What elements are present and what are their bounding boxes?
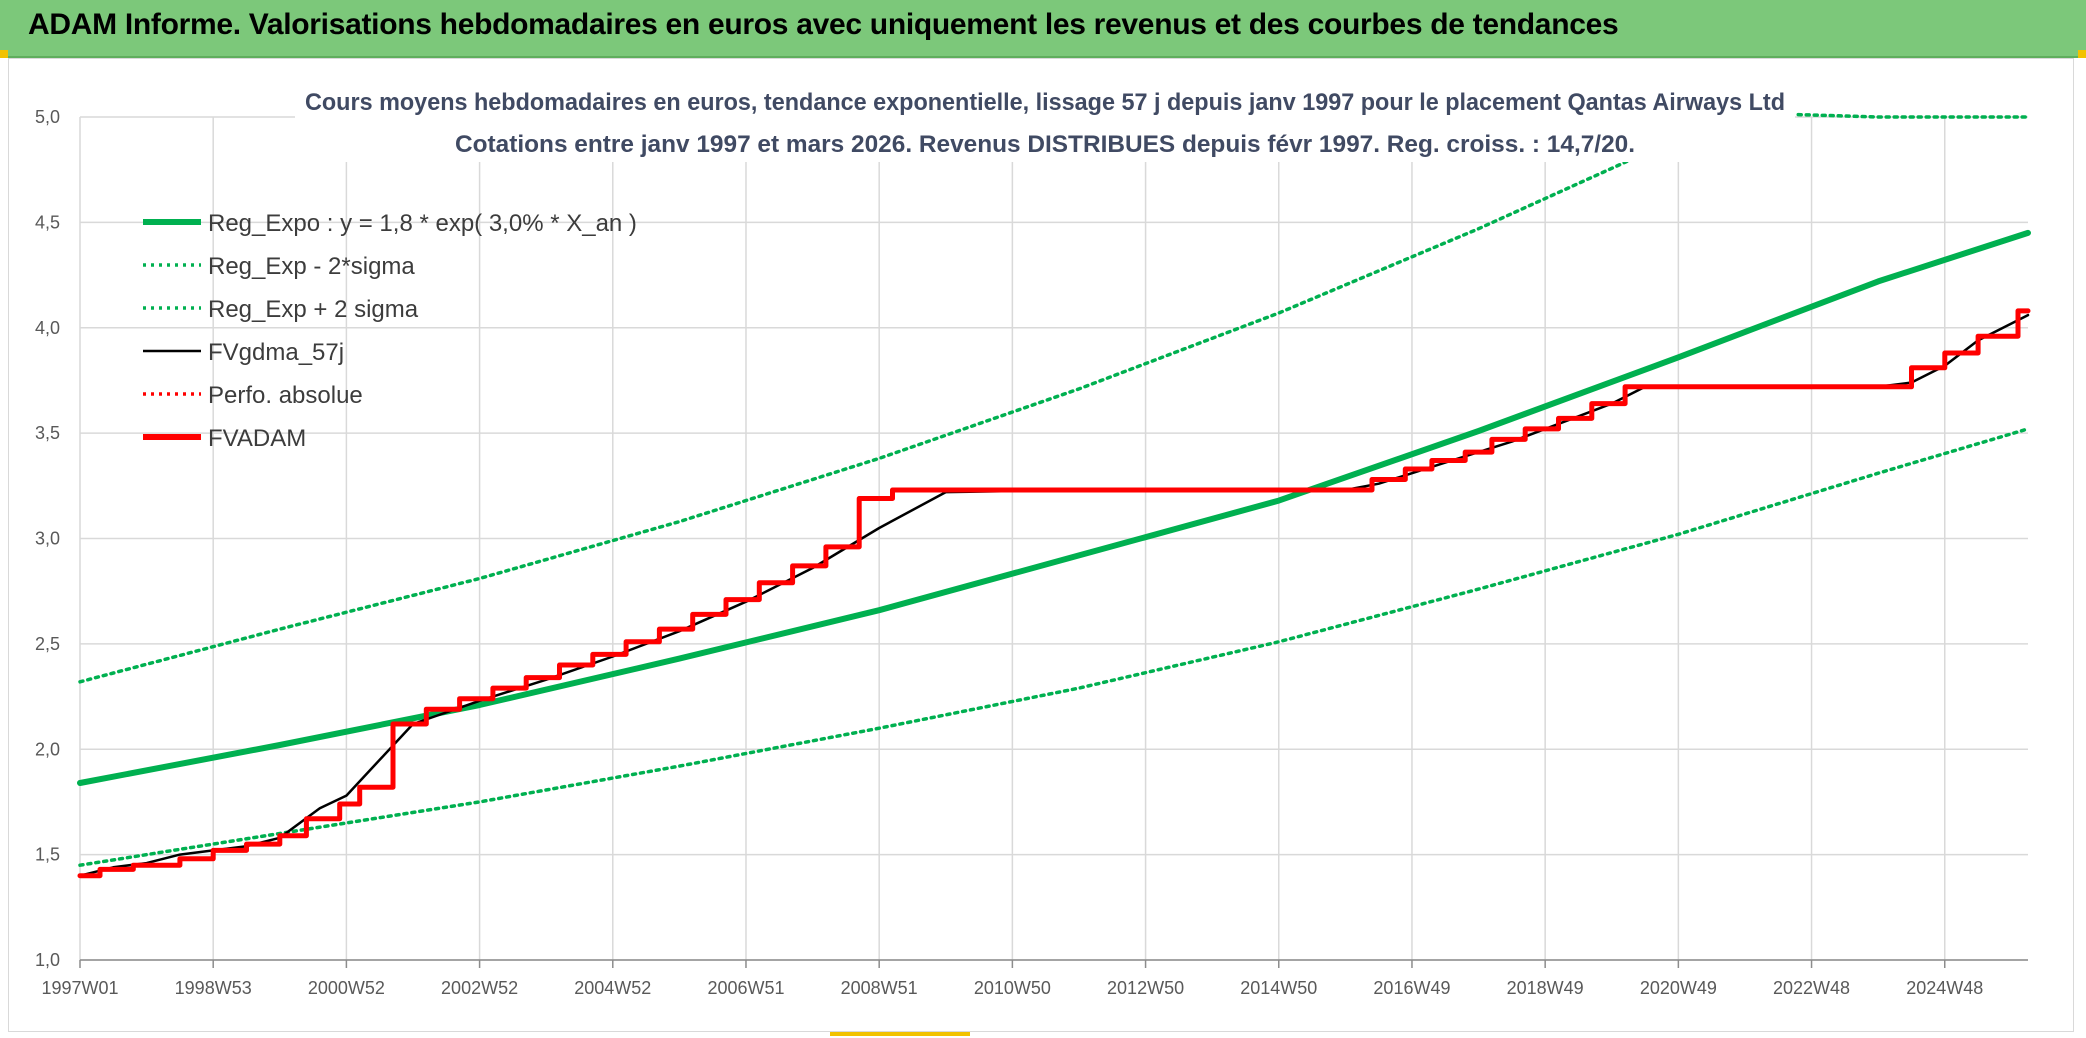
x-tick-label: 2014W50 [1240, 978, 1317, 998]
series-line-3 [78, 111, 2030, 684]
series-line-6 [77, 308, 2031, 879]
series-line-4 [78, 313, 2030, 877]
corner-marker-right [2078, 50, 2086, 58]
legend-label: Perfo. absolue [208, 382, 363, 409]
legend-label: FVgdma_57j [208, 339, 344, 366]
chart-title-line-2: Cotations entre janv 1997 et mars 2026. … [455, 131, 1635, 158]
series-line-1 [77, 229, 2031, 786]
y-tick-label: 1,0 [35, 950, 60, 970]
legend-label: Reg_Expo : y = 1,8 * exp( 3,0% * X_an ) [208, 210, 637, 237]
axes: 1,0 1,5 2,0 2,5 3,0 3,5 4,0 4,5 5,0 1997W01 1998W5… [35, 107, 2028, 998]
y-tick-label: 4,0 [35, 318, 60, 338]
y-tick-label: 2,5 [35, 634, 60, 654]
y-tick-label: 2,0 [35, 739, 60, 759]
chart-frame [8, 58, 2074, 1032]
chart-title-line-1: Cours moyens hebdomadaires en euros, ten… [305, 89, 1785, 116]
x-tick-label: 2020W49 [1640, 978, 1717, 998]
y-tick-label: 5,0 [35, 107, 60, 127]
legend: Reg_Expo : y = 1,8 * exp( 3,0% * X_an ) R… [143, 210, 637, 452]
x-tick-label: 2000W52 [308, 978, 385, 998]
legend-label: Reg_Exp - 2*sigma [208, 253, 415, 280]
series-group [77, 111, 2031, 879]
report-title: ADAM Informe. Valorisations hebdomadaire… [28, 8, 1619, 41]
bottom-marker [830, 1030, 970, 1036]
y-tick-label: 1,5 [35, 845, 60, 865]
x-tick-label: 2024W48 [1906, 978, 1983, 998]
x-tick-label: 1998W53 [175, 978, 252, 998]
title-background [295, 80, 1795, 162]
y-tick-label: 3,5 [35, 423, 60, 443]
gridlines [79, 116, 2028, 961]
x-tick-label: 2010W50 [974, 978, 1051, 998]
x-tick-label: 2002W52 [441, 978, 518, 998]
y-tick-label: 3,0 [35, 529, 60, 549]
x-tick-label: 2004W52 [574, 978, 651, 998]
x-tick-label: 2008W51 [841, 978, 918, 998]
x-tick-label: 2006W51 [707, 978, 784, 998]
x-tick-label: 2018W49 [1507, 978, 1584, 998]
legend-label: Reg_Exp + 2 sigma [208, 296, 419, 323]
legend-label: FVADAM [208, 425, 306, 452]
x-tick-label: 2016W49 [1373, 978, 1450, 998]
y-tick-label: 4,5 [35, 212, 60, 232]
series-line-2 [78, 427, 2030, 867]
x-tick-label: 2022W48 [1773, 978, 1850, 998]
x-tick-label: 1997W01 [41, 978, 118, 998]
x-tick-label: 2012W50 [1107, 978, 1184, 998]
report-banner: ADAM Informe. Valorisations hebdomadaire… [0, 0, 2086, 58]
corner-marker-left [0, 50, 8, 58]
